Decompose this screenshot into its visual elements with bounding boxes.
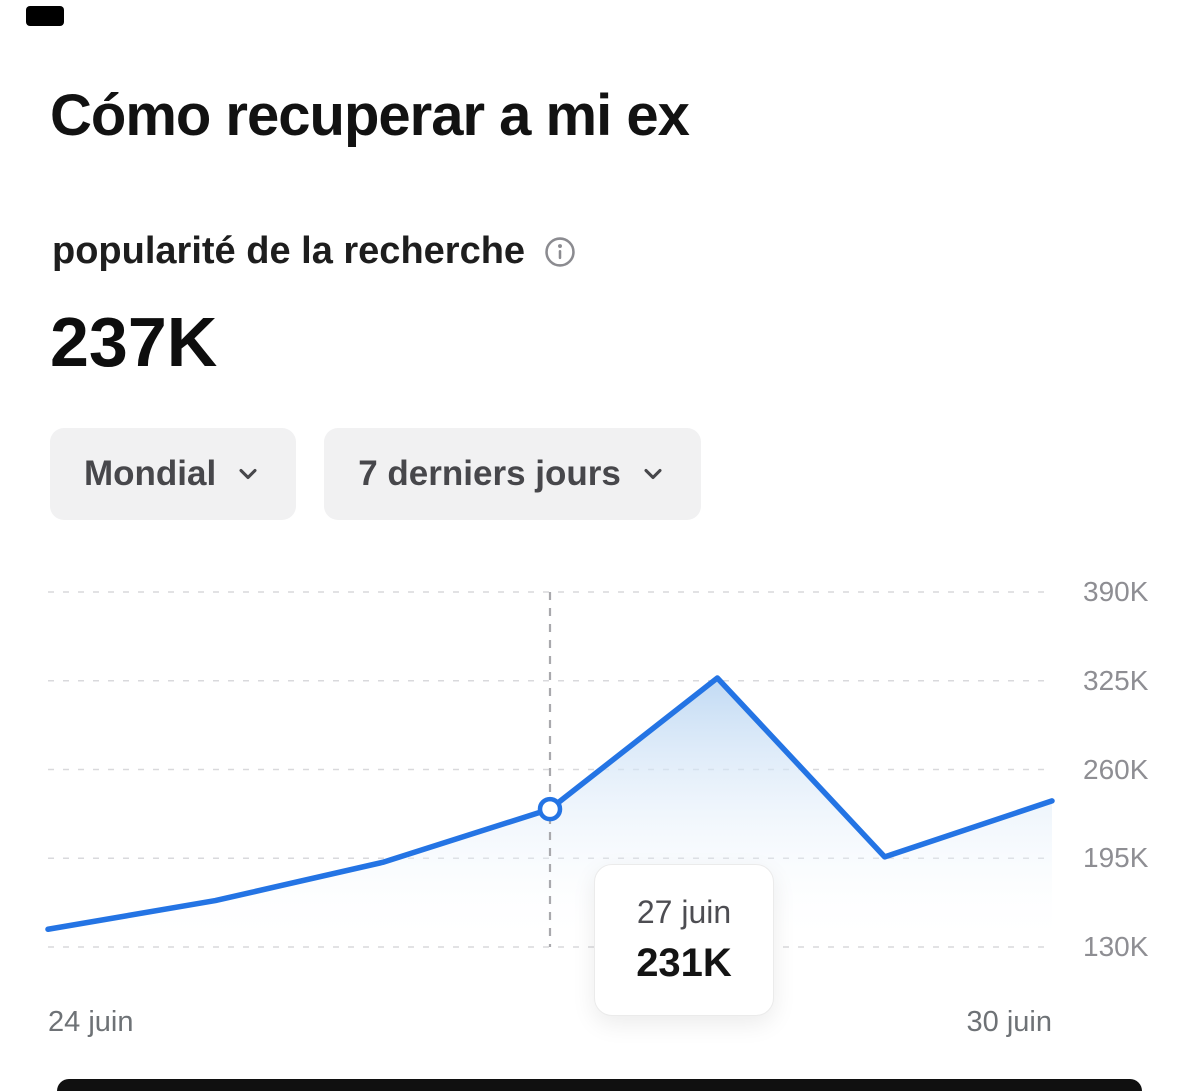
filters-row: Mondial 7 derniers jours	[50, 428, 701, 520]
x-axis-labels: 24 juin 30 juin	[48, 1006, 1052, 1039]
period-filter-label: 7 derniers jours	[358, 454, 621, 493]
status-bar-fragment	[26, 6, 64, 26]
highlight-marker	[537, 796, 563, 822]
y-axis-tick: 130K	[1083, 931, 1149, 962]
x-axis-label-start: 24 juin	[48, 1006, 134, 1038]
tooltip-date: 27 juin	[636, 894, 732, 930]
metric-value: 237K	[50, 303, 218, 381]
y-axis-tick: 325K	[1083, 664, 1149, 696]
trend-chart[interactable]	[45, 591, 1055, 948]
cropped-bottom-bar	[57, 1079, 1142, 1091]
chart-tooltip: 27 juin 231K	[594, 864, 774, 1016]
page-title: Cómo recuperar a mi ex	[50, 83, 690, 148]
chevron-down-icon	[644, 468, 662, 480]
x-axis-label-end: 30 juin	[966, 1006, 1052, 1038]
metric-label-row: popularité de la recherche	[52, 230, 577, 273]
y-axis-tick: 195K	[1083, 842, 1149, 874]
trend-chart-container: 27 juin 231K	[45, 591, 1055, 1016]
chevron-down-icon	[239, 468, 257, 480]
y-axis-labels: 390K 325K 260K 195K 130K	[1083, 576, 1200, 962]
tooltip-value: 231K	[636, 941, 732, 985]
metric-label: popularité de la recherche	[52, 230, 526, 272]
info-icon[interactable]	[543, 235, 577, 269]
region-filter-button[interactable]: Mondial	[50, 428, 297, 520]
region-filter-label: Mondial	[84, 454, 217, 493]
period-filter-button[interactable]: 7 derniers jours	[324, 428, 701, 520]
y-axis-tick: 260K	[1083, 753, 1149, 785]
y-axis-tick: 390K	[1083, 576, 1149, 607]
